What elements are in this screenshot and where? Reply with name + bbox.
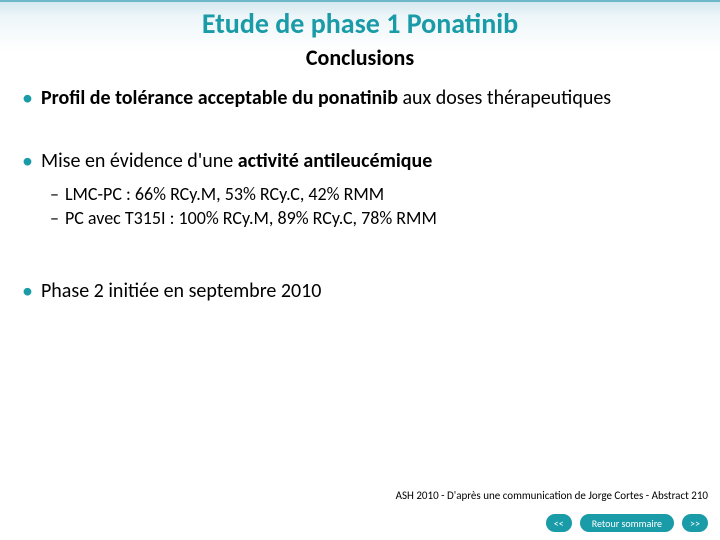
bullet-text: Phase 2 initiée en septembre 2010 xyxy=(41,279,321,304)
bullet-phase2: • Phase 2 initiée en septembre 2010 xyxy=(22,279,698,304)
bullet-icon: • xyxy=(22,86,33,110)
dash-icon: – xyxy=(50,182,59,206)
nav-bar: << Retour sommaire >> xyxy=(546,514,708,532)
bullet-prefix: Mise en évidence d'une xyxy=(41,149,238,173)
citation-text: ASH 2010 - D'après une communication de … xyxy=(396,489,708,502)
page-subtitle: Conclusions xyxy=(0,44,720,71)
sub-text: PC avec T315I : 100% RCy.M, 89% RCy.C, 7… xyxy=(65,206,437,230)
bullet-tolerance: • Profil de tolérance acceptable du pona… xyxy=(22,86,698,111)
bullet-bold: activité antileucémique xyxy=(238,149,433,173)
dash-icon: – xyxy=(50,206,59,230)
bullet-icon: • xyxy=(22,149,33,173)
bullet-bold: Profil de tolérance acceptable du ponati… xyxy=(41,86,398,110)
bullet-rest: aux doses thérapeutiques xyxy=(398,86,611,110)
bullet-icon: • xyxy=(22,279,33,303)
prev-button[interactable]: << xyxy=(546,514,572,532)
sub-item-lmcpc: – LMC-PC : 66% RCy.M, 53% RCy.C, 42% RMM xyxy=(50,182,698,206)
bullet-activity: • Mise en évidence d'une activité antile… xyxy=(22,149,698,174)
content-area: • Profil de tolérance acceptable du pona… xyxy=(22,86,698,312)
sub-text: LMC-PC : 66% RCy.M, 53% RCy.C, 42% RMM xyxy=(65,182,384,206)
next-button[interactable]: >> xyxy=(682,514,708,532)
sub-list: – LMC-PC : 66% RCy.M, 53% RCy.C, 42% RMM… xyxy=(50,182,698,231)
page-title: Etude de phase 1 Ponatinib xyxy=(0,6,720,41)
bullet-text: Profil de tolérance acceptable du ponati… xyxy=(41,86,611,111)
sub-item-t315i: – PC avec T315I : 100% RCy.M, 89% RCy.C,… xyxy=(50,206,698,230)
bullet-text: Mise en évidence d'une activité antileuc… xyxy=(41,149,432,174)
summary-button[interactable]: Retour sommaire xyxy=(580,514,674,532)
